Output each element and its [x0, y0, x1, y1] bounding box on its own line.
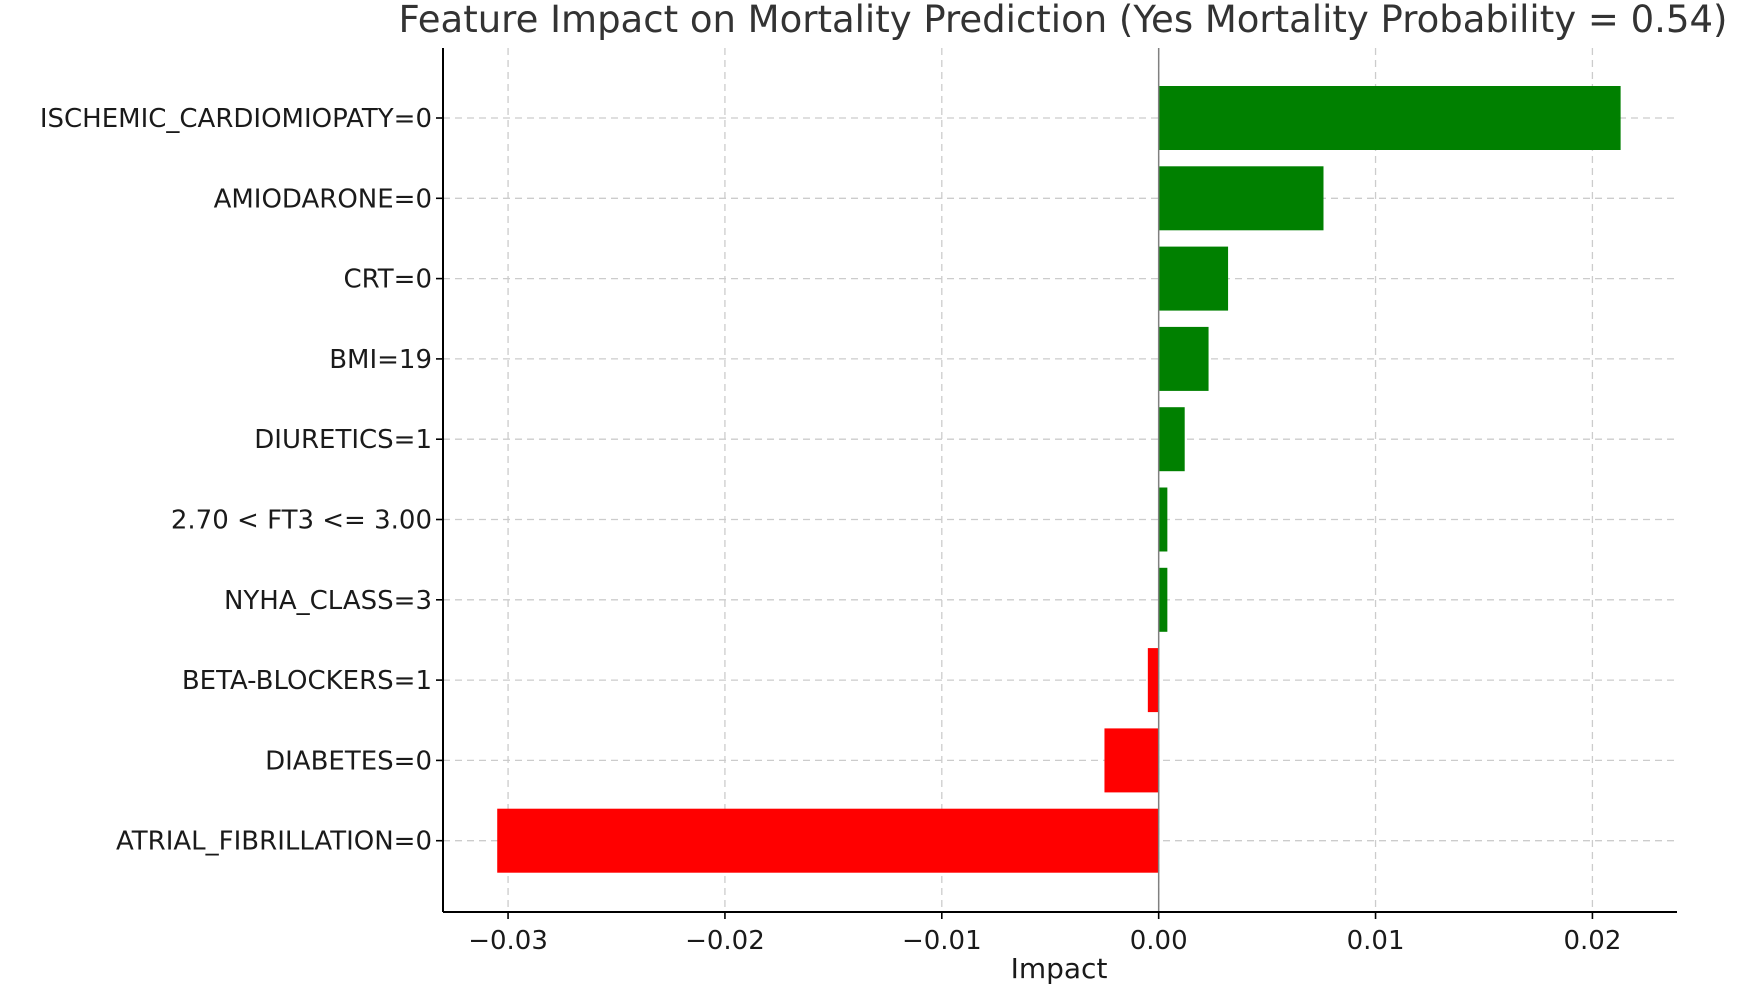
category-label: ATRIAL_FIBRILLATION=0	[116, 827, 432, 857]
bar-beta-blockers-1	[1147, 648, 1159, 713]
x-tick-label: 0.00	[1130, 926, 1188, 956]
axes	[436, 48, 1677, 919]
bar-bmi-19	[1158, 326, 1209, 391]
category-label: NYHA_CLASS=3	[224, 586, 432, 616]
x-axis-label: Impact	[1011, 952, 1108, 985]
x-tick-label: 0.02	[1563, 926, 1621, 956]
bar-2-70-ft3-3-00	[1158, 487, 1168, 552]
category-label: AMIODARONE=0	[214, 184, 432, 214]
bar-nyha-class-3	[1158, 567, 1168, 632]
category-label: CRT=0	[343, 265, 432, 295]
bar-diabetes-0	[1104, 728, 1159, 793]
x-tick-label: −0.03	[468, 926, 548, 956]
category-label: DIABETES=0	[265, 746, 432, 776]
bar-ischemic-cardiomiopaty-0	[1158, 86, 1621, 150]
bar-amiodarone-0	[1158, 166, 1324, 231]
bar-atrial-fibrillation-0	[497, 808, 1159, 873]
category-labels: ISCHEMIC_CARDIOMIOPATY=0 AMIODARONE=0 CRT=…	[40, 104, 432, 857]
category-label: 2.70 < FT3 <= 3.00	[171, 506, 432, 536]
category-label: BETA-BLOCKERS=1	[182, 666, 432, 696]
grid-lines	[443, 48, 1677, 912]
x-tick-label: 0.01	[1347, 926, 1405, 956]
bar-crt-0	[1158, 246, 1229, 311]
chart-title: Feature Impact on Mortality Prediction (…	[399, 0, 1728, 41]
x-tick-label: −0.01	[902, 926, 982, 956]
category-label: ISCHEMIC_CARDIOMIOPATY=0	[40, 104, 432, 134]
category-label: BMI=19	[329, 345, 432, 375]
category-label: DIURETICS=1	[254, 425, 432, 455]
x-tick-labels: −0.03 −0.02 −0.01 0.00 0.01 0.02	[468, 926, 1621, 956]
bars	[497, 86, 1621, 873]
bar-diuretics-1	[1158, 407, 1185, 472]
x-tick-label: −0.02	[685, 926, 765, 956]
